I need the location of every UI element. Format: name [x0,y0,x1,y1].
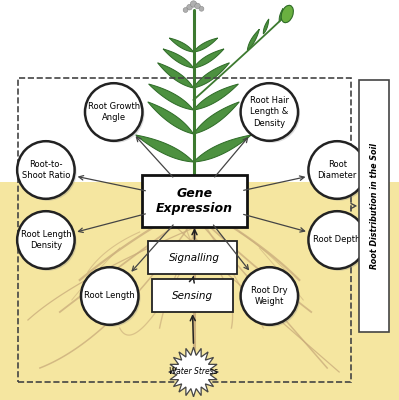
Circle shape [190,1,197,7]
Polygon shape [194,135,251,162]
Bar [0,182,399,400]
Polygon shape [158,63,194,88]
Polygon shape [279,8,283,22]
Polygon shape [247,29,259,50]
FancyBboxPatch shape [152,279,233,312]
Polygon shape [194,102,239,134]
Bar [0,0,399,182]
Polygon shape [148,102,194,134]
Circle shape [243,269,300,327]
Circle shape [241,267,298,325]
Text: Water Stress: Water Stress [169,368,218,376]
FancyBboxPatch shape [148,241,237,274]
Polygon shape [194,38,218,52]
Circle shape [243,85,300,143]
Circle shape [19,143,77,201]
Text: Root Dry
Weight: Root Dry Weight [251,286,288,306]
Circle shape [199,6,204,11]
Circle shape [241,83,298,141]
Circle shape [187,4,192,10]
Text: Gene
Expression: Gene Expression [156,187,233,215]
Circle shape [17,211,75,269]
Polygon shape [169,38,194,52]
Text: Root Growth
Angle: Root Growth Angle [88,102,140,122]
Polygon shape [194,84,239,110]
Circle shape [19,213,77,271]
Text: Root-to-
Shoot Ratio: Root-to- Shoot Ratio [22,160,70,180]
FancyBboxPatch shape [359,80,389,332]
Circle shape [17,141,75,199]
Text: Root Length
Density: Root Length Density [20,230,71,250]
Polygon shape [148,84,194,110]
Circle shape [85,83,142,141]
Polygon shape [163,49,194,68]
Polygon shape [263,19,269,34]
Polygon shape [136,135,194,162]
Polygon shape [194,63,229,88]
Circle shape [308,141,366,199]
Circle shape [195,3,200,9]
Circle shape [308,211,366,269]
Circle shape [310,213,368,271]
Ellipse shape [281,5,293,23]
Text: Root Length: Root Length [84,292,135,300]
Circle shape [183,8,188,12]
Text: Root Depth: Root Depth [314,236,361,244]
Text: Sensing: Sensing [172,290,213,301]
Circle shape [87,85,144,143]
FancyBboxPatch shape [142,175,247,227]
Circle shape [81,267,138,325]
Polygon shape [169,347,218,397]
Polygon shape [194,49,224,68]
Text: Signalling: Signalling [169,253,220,262]
Text: Root Distribution in the Soil: Root Distribution in the Soil [369,143,379,269]
Circle shape [310,143,368,201]
Bar [18,78,351,382]
Text: Root
Diameter: Root Diameter [318,160,357,180]
Circle shape [83,269,140,327]
Text: Root Hair
Length &
Density: Root Hair Length & Density [250,96,289,128]
